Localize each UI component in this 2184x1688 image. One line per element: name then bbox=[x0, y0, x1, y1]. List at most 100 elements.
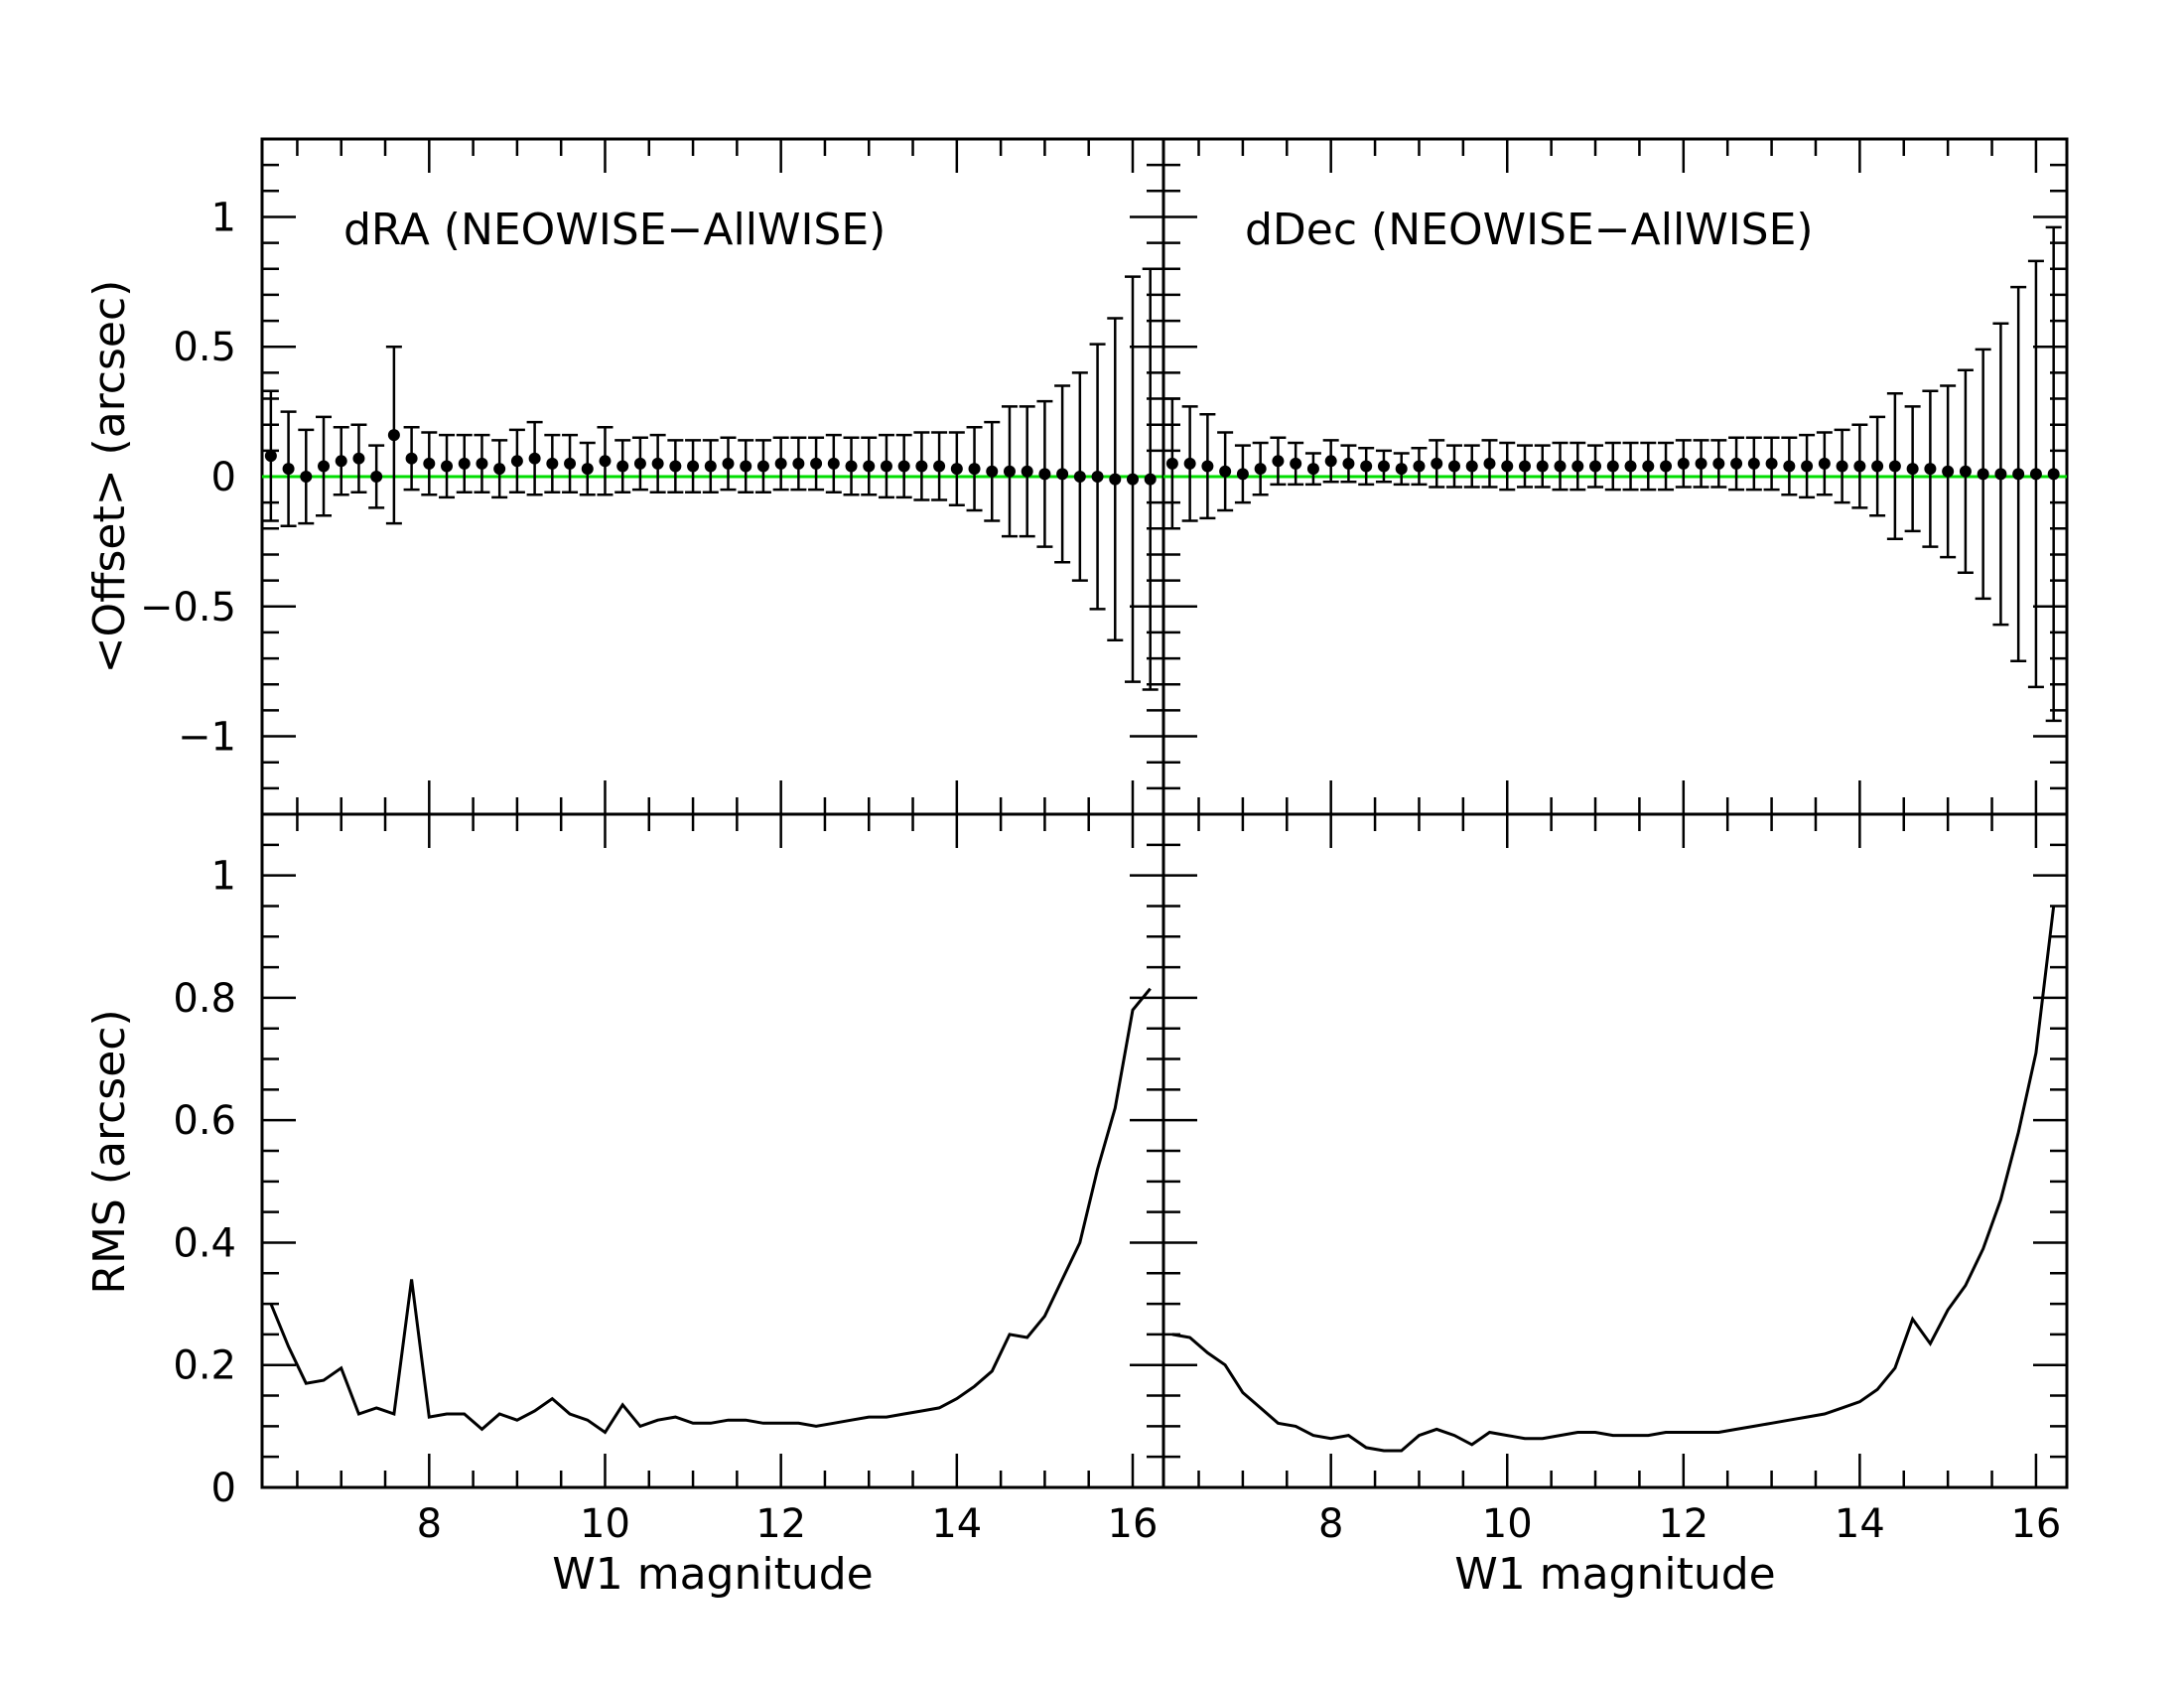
panel-title-dra: dRA (NEOWISE−AllWISE) bbox=[343, 205, 886, 255]
offset-point bbox=[669, 460, 682, 473]
offset-point bbox=[1056, 468, 1069, 481]
offset-point bbox=[880, 460, 892, 473]
offset-point bbox=[1126, 473, 1139, 486]
offset-point bbox=[722, 457, 735, 470]
offset-point bbox=[845, 460, 858, 473]
offset-point bbox=[986, 465, 999, 478]
y-tick-label: 0.2 bbox=[173, 1343, 236, 1389]
offset-point bbox=[651, 457, 664, 470]
offset-point bbox=[1038, 468, 1051, 481]
offset-point bbox=[1360, 460, 1373, 473]
offset-point bbox=[1942, 465, 1955, 478]
offset-point bbox=[300, 471, 313, 483]
offset-point bbox=[1747, 457, 1760, 470]
offset-point bbox=[1571, 460, 1584, 473]
offset-point bbox=[546, 457, 559, 470]
x-tick-label: 8 bbox=[1318, 1501, 1343, 1547]
offset-point bbox=[1959, 465, 1972, 478]
offset-point bbox=[493, 463, 506, 476]
offset-point bbox=[1871, 460, 1884, 473]
offset-point bbox=[1606, 460, 1619, 473]
offset-point bbox=[1073, 471, 1086, 483]
y-tick-label: 0 bbox=[211, 1466, 236, 1511]
offset-point bbox=[1677, 457, 1690, 470]
y-tick-label: −1 bbox=[178, 715, 236, 761]
x-tick-label: 8 bbox=[417, 1501, 442, 1547]
offset-point bbox=[1536, 460, 1549, 473]
offset-point bbox=[1818, 457, 1831, 470]
rms-line bbox=[1171, 906, 2056, 1453]
offset-point bbox=[1465, 460, 1478, 473]
y-tick-label: 0 bbox=[211, 455, 236, 500]
offset-point bbox=[264, 450, 277, 463]
y-tick-label: 0.4 bbox=[173, 1220, 236, 1266]
offset-point bbox=[897, 460, 910, 473]
offset-point bbox=[318, 460, 331, 473]
x-tick-label: 14 bbox=[931, 1501, 982, 1547]
offset-point bbox=[1290, 457, 1302, 470]
offset-point bbox=[1783, 460, 1796, 473]
offset-point bbox=[1801, 460, 1814, 473]
offset-point bbox=[1091, 471, 1104, 483]
offset-point bbox=[1695, 457, 1707, 470]
offset-plot-ddec bbox=[1161, 137, 2069, 1487]
offset-point bbox=[704, 460, 717, 473]
offset-point bbox=[774, 457, 787, 470]
offset-point bbox=[352, 452, 365, 465]
offset-point bbox=[740, 460, 752, 473]
y-tick-label: 0.5 bbox=[173, 325, 236, 370]
offset-point bbox=[1994, 468, 2007, 481]
offset-point bbox=[1589, 460, 1602, 473]
offset-point bbox=[2029, 468, 2042, 481]
offset-point bbox=[1447, 460, 1460, 473]
offset-point bbox=[950, 463, 963, 476]
offset-point bbox=[1324, 455, 1337, 468]
offset-point bbox=[1906, 463, 1919, 476]
offset-point bbox=[1431, 457, 1443, 470]
offset-point bbox=[915, 460, 928, 473]
offset-point bbox=[1109, 473, 1122, 486]
offset-point bbox=[1660, 460, 1673, 473]
offset-point bbox=[1021, 465, 1033, 478]
x-tick-label: 16 bbox=[2010, 1501, 2061, 1547]
offset-point bbox=[810, 457, 823, 470]
offset-point bbox=[1254, 463, 1267, 476]
offset-point bbox=[1306, 463, 1319, 476]
offset-point bbox=[933, 460, 946, 473]
offset-point bbox=[616, 460, 629, 473]
offset-point bbox=[581, 463, 594, 476]
rms-line bbox=[269, 987, 1152, 1435]
rms-plot-dra: 8 10 12 14 16 1 0.8 0.6 0.4 0.2 0 bbox=[173, 812, 1165, 1547]
x-tick-label: 14 bbox=[1835, 1501, 1885, 1547]
offset-point bbox=[1853, 460, 1866, 473]
rms-plot-ddec: 8 10 12 14 16 bbox=[1161, 812, 2069, 1547]
offset-point bbox=[282, 463, 295, 476]
x-tick-label: 12 bbox=[755, 1501, 806, 1547]
offset-point bbox=[510, 455, 523, 468]
x-tick-label: 10 bbox=[580, 1501, 630, 1547]
panel-dra: 1 0.5 0 −0.5 −1 8 10 12 14 16 1 0.8 0.6 0.4 0.2 0 dRA … bbox=[140, 137, 1165, 1547]
offset-point bbox=[335, 455, 347, 468]
offset-point bbox=[792, 457, 805, 470]
offset-point bbox=[528, 452, 541, 465]
offset-point bbox=[1165, 457, 1178, 470]
y-axis-label-offset: <Offset> (arcsec) bbox=[84, 280, 135, 674]
offset-point bbox=[1342, 457, 1355, 470]
y-axis-label-rms: RMS (arcsec) bbox=[84, 1009, 135, 1294]
offset-point bbox=[633, 457, 646, 470]
offset-point bbox=[405, 452, 418, 465]
offset-point bbox=[1272, 455, 1285, 468]
offset-point bbox=[1765, 457, 1778, 470]
offset-point bbox=[1183, 457, 1196, 470]
offset-point bbox=[387, 429, 400, 442]
offset-point bbox=[1888, 460, 1901, 473]
offset-point bbox=[564, 457, 577, 470]
plot-frame bbox=[1161, 812, 2069, 1489]
offset-point bbox=[1201, 460, 1214, 473]
x-tick-label: 16 bbox=[1108, 1501, 1159, 1547]
offset-point bbox=[1483, 457, 1496, 470]
y-tick-label: 1 bbox=[211, 854, 236, 900]
offset-point bbox=[1519, 460, 1531, 473]
offset-point bbox=[1144, 473, 1157, 486]
offset-point bbox=[1003, 465, 1016, 478]
